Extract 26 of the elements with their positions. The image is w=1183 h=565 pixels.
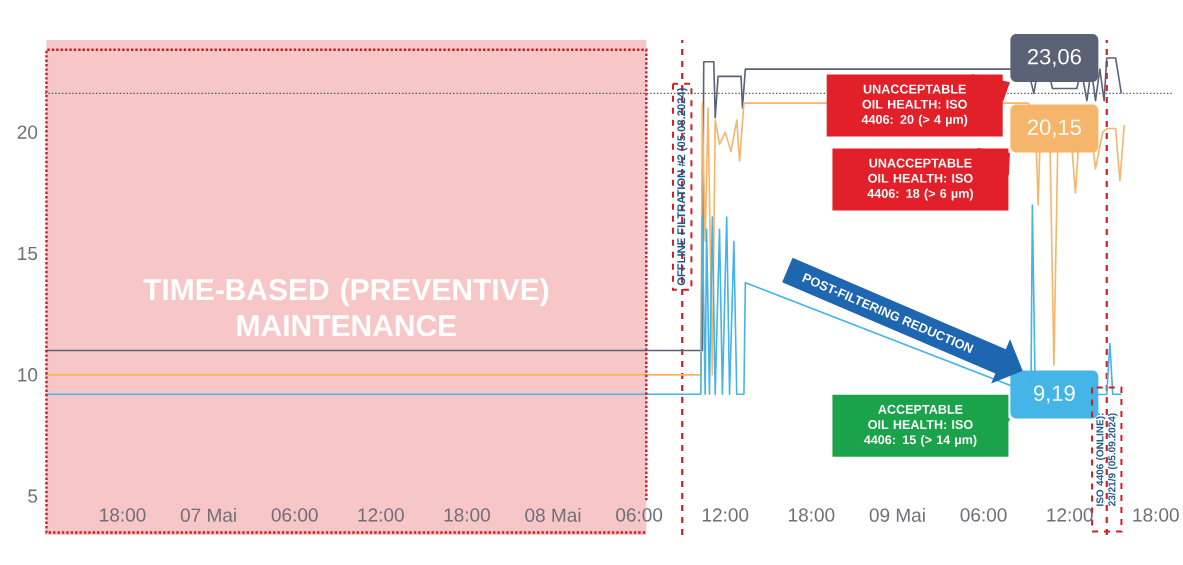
y-tick-label: 10 xyxy=(18,368,38,382)
annotation: ACCEPTABLE OIL HEALTH: ISO 4406: 15 (> 14 µm) xyxy=(863,404,977,447)
x-tick-label: 18:00 xyxy=(444,508,490,522)
y-tick-label: 5 xyxy=(28,489,38,503)
x-tick-label: 12:00 xyxy=(702,508,749,522)
x-tick-label: 12:00 xyxy=(358,508,404,522)
x-tick-label: 06:00 xyxy=(271,508,318,522)
annotation: 9,19 xyxy=(1033,385,1075,404)
x-tick-label: 18:00 xyxy=(100,508,146,522)
annotation: 23,06 xyxy=(1027,48,1081,68)
ref-line-label: OFFLINE FILTRATION #2 (05.08.2024) xyxy=(676,88,688,286)
x-tick-label: 06:00 xyxy=(960,508,1007,522)
band-label: TIME-BASED (PREVENTIVE) MAINTENANCE xyxy=(143,278,549,337)
annotation: ISO 4406 (ONLINE): 23/21/9 (05.09.2024) xyxy=(1096,413,1118,506)
y-tick-label: 15 xyxy=(18,246,38,261)
annotation: UNACCEPTABLE OIL HEALTH: ISO 4406: 18 (> 6 µm) xyxy=(867,158,973,201)
y-tick-label: 20 xyxy=(17,125,38,139)
annotation: 20,15 xyxy=(1027,119,1081,138)
x-tick-label: 08 Mai xyxy=(525,508,581,522)
x-tick-label: 07 Mai xyxy=(180,508,236,522)
annotation: UNACCEPTABLE OIL HEALTH: ISO 4406: 20 (> 4 µm) xyxy=(861,84,968,127)
x-tick-label: 18:00 xyxy=(789,508,835,522)
x-tick-label: 12:00 xyxy=(1047,508,1093,522)
x-tick-label: 06:00 xyxy=(616,508,663,522)
x-tick-label: 09 Mai xyxy=(869,508,925,522)
x-tick-label: 18:00 xyxy=(1133,508,1179,522)
